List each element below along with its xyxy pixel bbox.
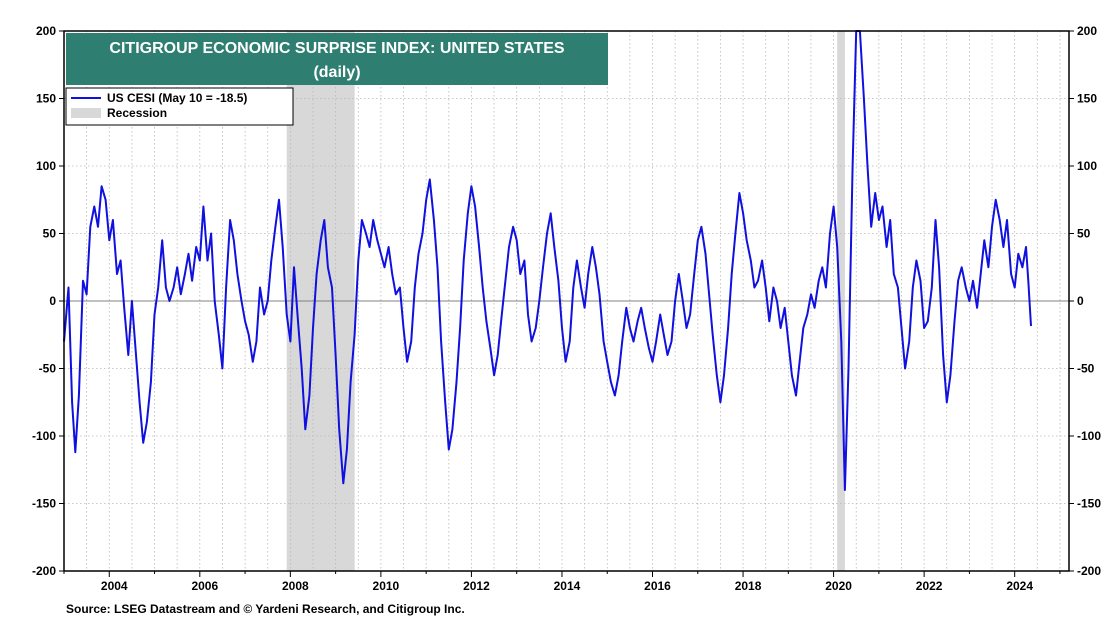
x-tick-label: 2010 (373, 579, 400, 593)
y-axis-left: 200 150 100 50 0 -50 -100 -150 -200 (32, 24, 64, 578)
source-note: Source: LSEG Datastream and © Yardeni Re… (66, 602, 465, 616)
x-tick-label: 2024 (1006, 579, 1033, 593)
x-tick-label: 2004 (101, 579, 128, 593)
series-line-us-cesi (63, 30, 1032, 491)
y-tick-label-left: 100 (36, 159, 56, 173)
x-tick-label: 2020 (825, 579, 852, 593)
y-axis-right: 200 150 100 50 0 -50 -100 -150 -200 (1069, 24, 1101, 578)
y-tick-label-right: 50 (1077, 227, 1091, 241)
y-tick-label-right: -150 (1077, 497, 1101, 511)
x-tick-label: 2008 (282, 579, 309, 593)
y-tick-label-right: -200 (1077, 564, 1101, 578)
x-tick-label: 2012 (463, 579, 490, 593)
title-background (66, 33, 608, 85)
x-tick-label: 2014 (554, 579, 581, 593)
y-tick-label-left: 150 (36, 92, 56, 106)
x-tick-label: 2022 (916, 579, 943, 593)
x-tick-label: 2016 (644, 579, 671, 593)
y-tick-label-left: -50 (39, 362, 57, 376)
legend-series-label: US CESI (May 10 = -18.5) (107, 91, 247, 105)
legend-recession-label: Recession (107, 106, 167, 120)
legend-recession-swatch (71, 108, 101, 118)
y-tick-label-left: -100 (32, 429, 56, 443)
legend-box (65, 87, 294, 126)
y-tick-label-left: -150 (32, 497, 56, 511)
x-tick-label: 2006 (191, 579, 218, 593)
y-tick-label-right: 150 (1077, 92, 1097, 106)
chart-subtitle: (daily) (313, 64, 360, 81)
y-tick-label-right: 200 (1077, 24, 1097, 38)
y-tick-label-right: 0 (1077, 294, 1084, 308)
legend: US CESI (May 10 = -18.5) Recession (65, 87, 294, 126)
y-tick-label-left: 200 (36, 24, 56, 38)
x-tick-label: 2018 (735, 579, 762, 593)
y-tick-label-right: 100 (1077, 159, 1097, 173)
y-tick-label-left: 50 (43, 227, 57, 241)
x-axis: 2004 2006 2008 2010 2012 2014 2016 2018 2020 2022… (63, 571, 1061, 593)
y-tick-label-right: -100 (1077, 429, 1101, 443)
y-tick-label-left: -200 (32, 564, 56, 578)
series-layer (63, 30, 1032, 491)
y-tick-label-right: -50 (1077, 362, 1095, 376)
y-tick-label-left: 0 (49, 294, 56, 308)
title-box: CITIGROUP ECONOMIC SURPRISE INDEX: UNITE… (66, 33, 608, 85)
chart-title: CITIGROUP ECONOMIC SURPRISE INDEX: UNITE… (109, 40, 564, 57)
